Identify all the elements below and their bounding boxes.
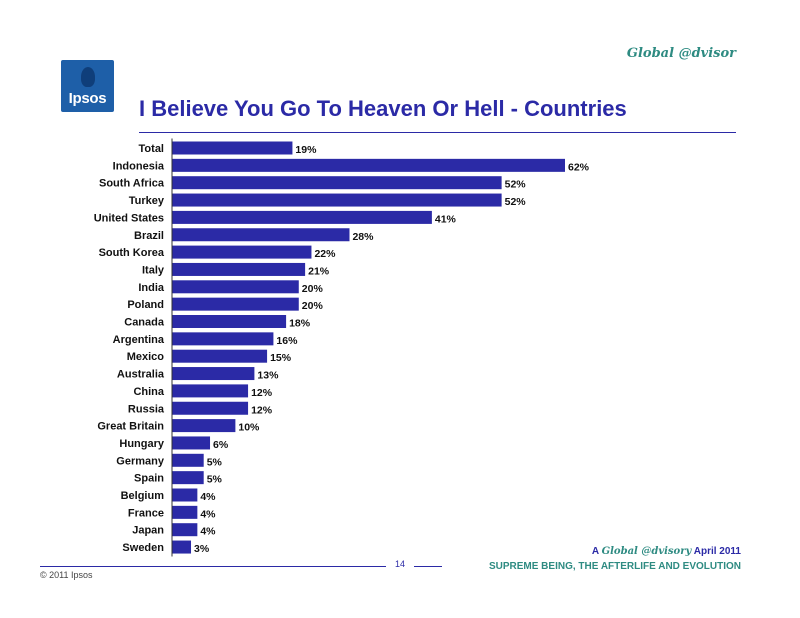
category-label: South Korea bbox=[99, 247, 165, 259]
data-label: 41% bbox=[435, 213, 457, 225]
footer-brand: Global @dvisory bbox=[601, 546, 692, 557]
bar bbox=[172, 349, 268, 363]
data-label: 3% bbox=[194, 543, 210, 555]
category-label: Russia bbox=[128, 403, 165, 415]
category-label: Hungary bbox=[119, 438, 165, 450]
footer-report-title: SUPREME BEING, THE AFTERLIFE AND EVOLUTI… bbox=[488, 561, 741, 572]
bar bbox=[172, 315, 287, 328]
category-label: Germany bbox=[116, 455, 165, 467]
bar bbox=[172, 228, 350, 242]
data-label: 4% bbox=[200, 491, 216, 503]
data-label: 21% bbox=[308, 265, 330, 277]
category-label: United States bbox=[94, 212, 164, 224]
category-label: Japan bbox=[132, 525, 164, 537]
copyright: © 2011 Ipsos bbox=[40, 570, 93, 580]
bar bbox=[172, 193, 502, 207]
bar bbox=[172, 419, 236, 433]
category-label: Poland bbox=[127, 299, 164, 311]
bar bbox=[172, 297, 299, 311]
logo-text: Ipsos bbox=[68, 90, 107, 107]
data-label: 62% bbox=[568, 161, 590, 173]
bar bbox=[172, 332, 274, 346]
data-label: 10% bbox=[238, 422, 260, 434]
bar bbox=[172, 245, 312, 259]
category-label: France bbox=[128, 507, 164, 519]
footer-prefix: A bbox=[591, 546, 599, 557]
category-label: Australia bbox=[117, 369, 165, 381]
bar bbox=[172, 401, 249, 415]
category-label: Argentina bbox=[113, 334, 165, 346]
bar bbox=[172, 488, 198, 502]
data-label: 16% bbox=[276, 335, 298, 347]
data-label: 52% bbox=[505, 179, 527, 191]
bar bbox=[172, 436, 211, 450]
page-number: 14 bbox=[394, 559, 405, 569]
category-label: China bbox=[133, 386, 164, 398]
data-label: 5% bbox=[207, 456, 223, 468]
category-label: India bbox=[138, 282, 165, 294]
ipsos-logo: Ipsos bbox=[61, 60, 114, 112]
category-label: Sweden bbox=[122, 542, 164, 554]
bar bbox=[172, 141, 293, 155]
data-label: 20% bbox=[302, 300, 324, 312]
footer-report-line: A Global @dvisory April 2011 bbox=[592, 546, 741, 557]
category-label: Turkey bbox=[129, 195, 165, 207]
data-label: 4% bbox=[200, 508, 216, 520]
bar bbox=[172, 176, 502, 190]
data-label: 5% bbox=[207, 474, 223, 486]
category-label: Indonesia bbox=[113, 160, 165, 172]
data-label: 15% bbox=[270, 352, 292, 364]
bar bbox=[172, 158, 565, 172]
bar bbox=[172, 540, 192, 554]
brand-tag: Global @dvisor bbox=[626, 46, 736, 61]
category-label: Belgium bbox=[121, 490, 165, 502]
category-label: South Africa bbox=[99, 178, 165, 190]
data-label: 52% bbox=[505, 196, 527, 208]
data-label: 6% bbox=[213, 439, 229, 451]
category-label: Total bbox=[139, 143, 164, 155]
category-label: Spain bbox=[134, 473, 164, 485]
title-divider bbox=[139, 132, 736, 133]
bar bbox=[172, 384, 249, 398]
category-label: Mexico bbox=[127, 351, 165, 363]
bar bbox=[172, 471, 204, 485]
data-label: 4% bbox=[200, 526, 216, 538]
bar bbox=[172, 367, 255, 381]
data-label: 18% bbox=[289, 318, 311, 330]
category-label: Italy bbox=[142, 264, 165, 276]
logo-mark-icon bbox=[81, 67, 95, 87]
category-label: Canada bbox=[124, 317, 165, 329]
bar bbox=[172, 523, 198, 537]
data-label: 12% bbox=[251, 387, 273, 399]
bar bbox=[172, 210, 432, 224]
data-label: 28% bbox=[352, 231, 374, 243]
page-title: I Believe You Go To Heaven Or Hell - Cou… bbox=[139, 96, 627, 121]
data-label: 20% bbox=[302, 283, 324, 295]
data-label: 12% bbox=[251, 404, 273, 416]
bar bbox=[172, 453, 204, 467]
category-label: Great Britain bbox=[97, 421, 164, 433]
footer-date: April 2011 bbox=[693, 546, 741, 557]
category-label: Brazil bbox=[134, 230, 164, 242]
bar bbox=[172, 505, 198, 519]
bar bbox=[172, 280, 299, 294]
bar bbox=[172, 262, 306, 276]
data-label: 22% bbox=[314, 248, 336, 260]
data-label: 19% bbox=[295, 144, 317, 156]
footer-divider-left bbox=[40, 566, 386, 567]
data-label: 13% bbox=[257, 370, 279, 382]
footer-divider-right bbox=[414, 566, 442, 567]
